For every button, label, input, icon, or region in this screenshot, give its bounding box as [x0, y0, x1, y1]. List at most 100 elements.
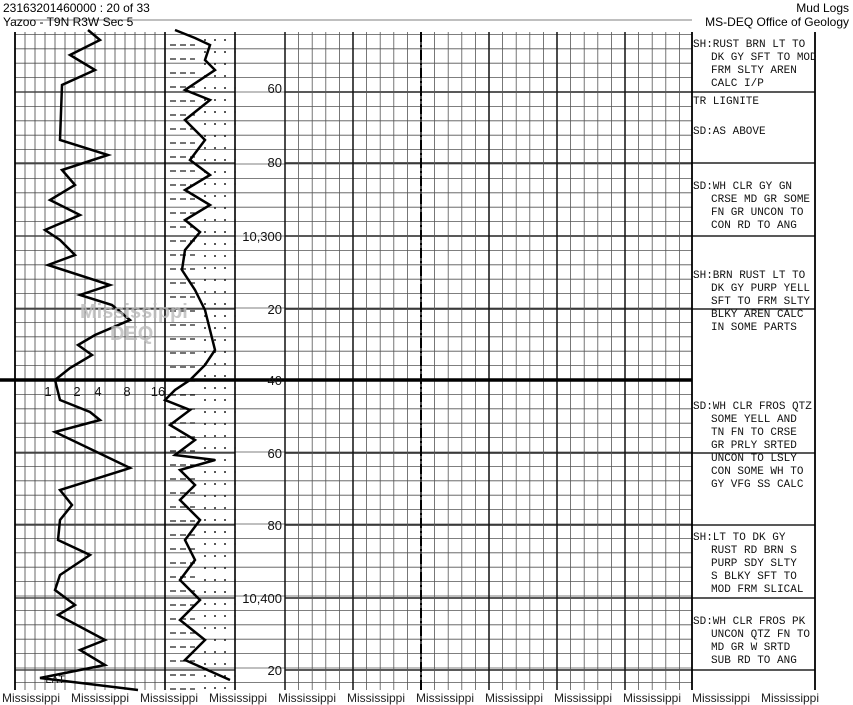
- watermark: DEQ: [110, 323, 153, 345]
- lithology-description: PURP SDY SLTY: [711, 558, 797, 570]
- litho-dot: [234, 75, 236, 77]
- curve-left: [39, 29, 139, 692]
- litho-dot: [214, 387, 216, 389]
- litho-dot: [224, 579, 226, 581]
- litho-dot: [214, 471, 216, 473]
- litho-dot: [214, 339, 216, 341]
- lithology-description: CRSE MD GR SOME: [711, 194, 810, 206]
- litho-dot: [204, 663, 206, 665]
- litho-dot: [224, 171, 226, 173]
- litho-dot: [204, 399, 206, 401]
- footer-watermark: Mississippi: [416, 691, 474, 705]
- litho-dot: [234, 447, 236, 449]
- litho-dot: [224, 339, 226, 341]
- header-right: MS-DEQ Office of Geology: [705, 15, 849, 29]
- lithology-description: FN GR UNCON TO: [711, 207, 804, 219]
- litho-dot: [224, 627, 226, 629]
- lithology-description: CALC I/P: [711, 78, 764, 90]
- header-right: Mud Logs: [796, 1, 849, 15]
- litho-dot: [204, 255, 206, 257]
- litho-dot: [234, 123, 236, 125]
- litho-dot: [234, 531, 236, 533]
- litho-dot: [204, 159, 206, 161]
- litho-dot: [224, 363, 226, 365]
- litho-dot: [204, 111, 206, 113]
- litho-dot: [214, 231, 216, 233]
- header-left: 23163201460000 : 20 of 33: [3, 1, 150, 15]
- litho-dot: [224, 39, 226, 41]
- footer-watermark: Mississippi: [692, 691, 750, 705]
- lithology-description: TR LIGNITE: [693, 96, 759, 108]
- litho-dot: [234, 171, 236, 173]
- lithology-description: SUB RD TO ANG: [711, 655, 797, 667]
- litho-dot: [234, 423, 236, 425]
- lithology-description: GR PRLY SRTED: [711, 440, 797, 452]
- litho-dot: [214, 51, 216, 53]
- litho-dot: [224, 411, 226, 413]
- lithology-description: S BLKY SFT TO: [711, 571, 797, 583]
- depth-label: 20: [268, 663, 282, 678]
- litho-dot: [214, 639, 216, 641]
- scale-label: 4: [94, 384, 101, 399]
- litho-dot: [224, 291, 226, 293]
- scale-label: 1: [44, 384, 51, 399]
- litho-dot: [224, 123, 226, 125]
- litho-dot: [224, 603, 226, 605]
- litho-dot: [214, 255, 216, 257]
- depth-label: 10,400: [242, 591, 282, 606]
- litho-dot: [214, 207, 216, 209]
- litho-dot: [214, 75, 216, 77]
- litho-dot: [214, 411, 216, 413]
- litho-dot: [224, 387, 226, 389]
- litho-dot: [234, 291, 236, 293]
- litho-dot: [234, 399, 236, 401]
- depth-label: 10,300: [242, 229, 282, 244]
- litho-dot: [214, 303, 216, 305]
- lithology-description: UNCON TO LSLY: [711, 453, 797, 465]
- litho-dot: [214, 603, 216, 605]
- litho-dot: [234, 663, 236, 665]
- litho-dot: [214, 363, 216, 365]
- litho-dot: [224, 267, 226, 269]
- lithology-description: CON SOME WH TO: [711, 466, 804, 478]
- litho-dot: [214, 567, 216, 569]
- litho-dot: [224, 147, 226, 149]
- litho-dot: [234, 135, 236, 137]
- litho-dot: [224, 327, 226, 329]
- litho-dot: [234, 375, 236, 377]
- litho-dot: [224, 231, 226, 233]
- litho-dot: [214, 663, 216, 665]
- litho-dot: [204, 495, 206, 497]
- litho-dot: [234, 279, 236, 281]
- litho-dot: [204, 303, 206, 305]
- litho-dot: [214, 555, 216, 557]
- litho-dot: [224, 651, 226, 653]
- litho-dot: [234, 651, 236, 653]
- litho-dot: [224, 183, 226, 185]
- litho-dot: [234, 267, 236, 269]
- litho-dot: [204, 63, 206, 65]
- litho-dot: [234, 195, 236, 197]
- litho-dot: [224, 255, 226, 257]
- litho-dot: [204, 531, 206, 533]
- litho-dot: [234, 219, 236, 221]
- litho-dot: [204, 291, 206, 293]
- litho-dot: [204, 603, 206, 605]
- lithology-description: TN FN TO CRSE: [711, 427, 797, 439]
- litho-dot: [224, 243, 226, 245]
- lithology-description: DK GY SFT TO MOD: [711, 52, 817, 64]
- footer-watermark: Mississippi: [623, 691, 681, 705]
- litho-dot: [204, 195, 206, 197]
- litho-dot: [204, 591, 206, 593]
- lithology-description: CON RD TO ANG: [711, 220, 797, 232]
- litho-dot: [214, 315, 216, 317]
- litho-dot: [214, 675, 216, 677]
- litho-dot: [214, 579, 216, 581]
- depth-label: 20: [268, 302, 282, 317]
- litho-dot: [234, 327, 236, 329]
- litho-dot: [204, 579, 206, 581]
- litho-dot: [234, 87, 236, 89]
- litho-dot: [204, 627, 206, 629]
- lithology-description: SH:RUST BRN LT TO: [693, 39, 806, 51]
